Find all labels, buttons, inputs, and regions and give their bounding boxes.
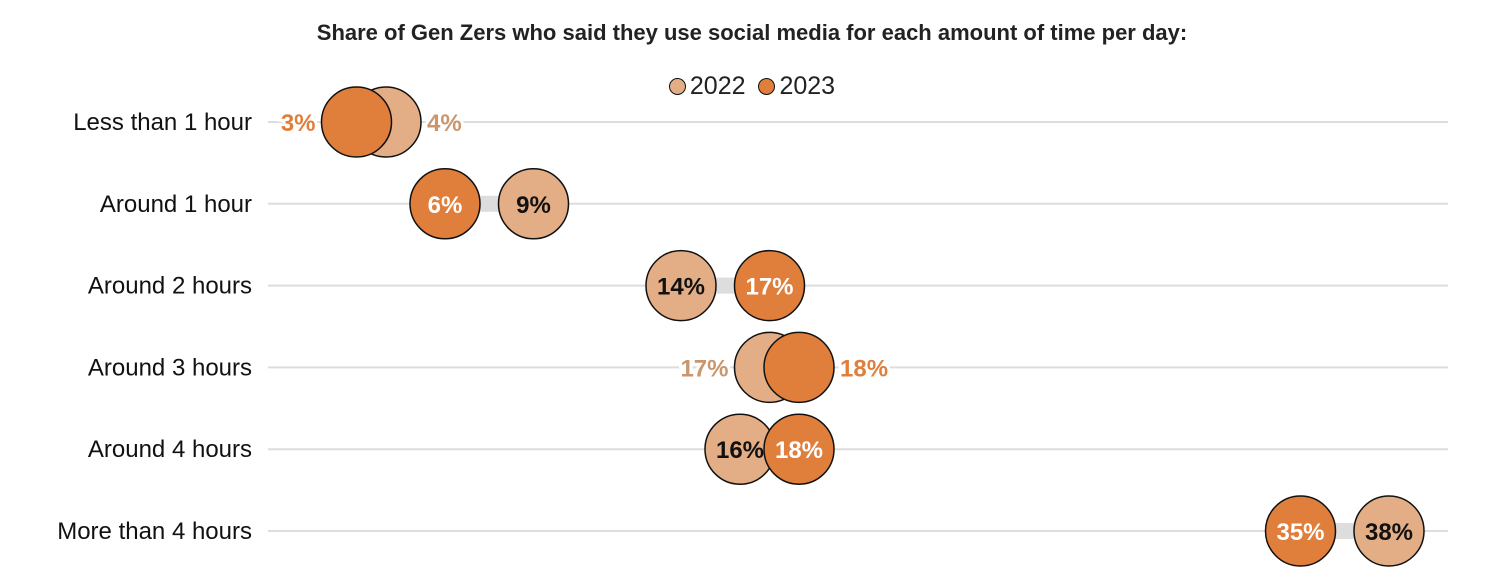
data-label-2022: 4% (427, 110, 462, 137)
dot-2023 (1264, 495, 1337, 567)
legend-label-2023: 2023 (779, 72, 836, 100)
category-label: Around 4 hours (88, 436, 252, 463)
data-label-2023: 18% (775, 437, 823, 464)
legend-label-2022: 2022 (689, 72, 746, 100)
data-label-2022: 9% (516, 192, 551, 219)
category-label: More than 4 hours (57, 518, 252, 545)
data-label-2023: 35% (1276, 519, 1324, 546)
data-label-2023: 17% (745, 274, 793, 301)
dot-2023 (733, 249, 806, 322)
data-label-2022: 16% (716, 437, 764, 464)
category-label: Less than 1 hour (73, 109, 252, 136)
category-label: Around 3 hours (88, 354, 252, 381)
data-label-2023: 3% (281, 110, 316, 137)
category-label: Around 1 hour (100, 191, 252, 218)
data-label-2023: 18% (840, 355, 888, 382)
legend: 2022 2023 (0, 72, 1504, 102)
dot-2022 (1353, 495, 1425, 567)
dot-2022 (645, 249, 717, 322)
dot-2023 (320, 86, 393, 158)
data-label-2022: 14% (657, 274, 705, 301)
legend-swatch-2022 (668, 78, 686, 95)
data-label-2022: 17% (680, 355, 728, 382)
data-label-2023: 6% (428, 192, 463, 219)
dot-2022 (497, 168, 570, 240)
dot-2023 (763, 331, 835, 404)
category-label: Around 2 hours (88, 273, 252, 300)
dot-2023 (763, 413, 835, 485)
chart-title: Share of Gen Zers who said they use soci… (316, 20, 1188, 45)
dot-2023 (409, 168, 481, 240)
legend-item-2022: 2022 (668, 72, 746, 101)
legend-item-2023: 2023 (758, 72, 835, 101)
data-label-2022: 38% (1365, 519, 1413, 546)
legend-swatch-2023 (758, 78, 776, 95)
